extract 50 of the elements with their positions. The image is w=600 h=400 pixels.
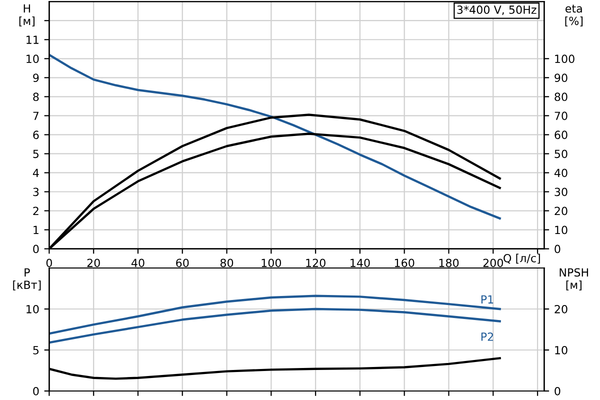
y-tick-label: 10 bbox=[26, 304, 39, 314]
x-tick-label: 60 bbox=[176, 258, 189, 268]
y-tick-label: 6 bbox=[33, 130, 39, 140]
y2-tick-label: 30 bbox=[554, 188, 568, 196]
y-tick-label: 11 bbox=[26, 36, 38, 44]
y-tick-label: 9 bbox=[33, 74, 39, 82]
y2-tick-label: 10 bbox=[555, 346, 568, 354]
x-tick-label: 180 bbox=[439, 258, 459, 268]
y-tick-label: 10 bbox=[26, 54, 39, 64]
y-axis-title: P [кВт] bbox=[13, 268, 41, 290]
y-tick-label: 0 bbox=[33, 386, 39, 396]
y-tick-label: 4 bbox=[32, 168, 39, 177]
y2-tick-label: 80 bbox=[554, 92, 568, 102]
y2-tick-label: 40 bbox=[554, 168, 568, 178]
y2-tick-label: 60 bbox=[554, 130, 568, 140]
y-tick-label: 5 bbox=[33, 346, 39, 354]
y-tick-label: 7 bbox=[33, 112, 39, 120]
x-tick-label: 0 bbox=[46, 258, 52, 268]
x-tick-label: 40 bbox=[131, 258, 144, 268]
x-axis-title: Q [л/с] bbox=[504, 254, 540, 264]
y-tick-label: 0 bbox=[33, 244, 39, 254]
series-label: P2 bbox=[481, 332, 494, 341]
y2-axis-title: eta [%] bbox=[565, 4, 583, 26]
x-tick-label: 160 bbox=[394, 258, 414, 268]
y2-tick-label: 100 bbox=[555, 54, 574, 64]
series-label: P1 bbox=[481, 295, 494, 304]
y-tick-label: 5 bbox=[33, 150, 39, 158]
y-tick-label: 3 bbox=[33, 188, 39, 196]
y2-axis-title: NPSH [м] bbox=[560, 268, 588, 290]
y-axis-title: H [м] bbox=[19, 4, 34, 26]
x-tick-label: 80 bbox=[220, 258, 234, 268]
y-tick-label: 8 bbox=[33, 92, 39, 102]
line-series bbox=[49, 54, 501, 220]
y2-tick-label: 20 bbox=[554, 304, 568, 314]
y2-tick-label: 0 bbox=[554, 386, 560, 396]
y2-tick-label: 70 bbox=[554, 112, 568, 120]
x-tick-label: 120 bbox=[306, 258, 326, 268]
y2-tick-label: 10 bbox=[555, 226, 568, 234]
x-tick-label: 140 bbox=[350, 258, 370, 268]
annotation: 3*400 V, 50Hz bbox=[457, 6, 536, 16]
y-tick-label: 2 bbox=[33, 206, 38, 215]
x-tick-label: 20 bbox=[87, 258, 100, 268]
x-tick-label: 100 bbox=[262, 258, 282, 268]
y2-tick-label: 90 bbox=[554, 74, 568, 82]
x-tick-label: 200 bbox=[483, 258, 504, 268]
y2-tick-label: 20 bbox=[554, 206, 568, 216]
y-tick-label: 1 bbox=[34, 226, 38, 234]
line-series bbox=[49, 308, 501, 344]
y2-tick-label: 50 bbox=[554, 150, 568, 158]
y2-tick-label: 0 bbox=[554, 244, 560, 254]
